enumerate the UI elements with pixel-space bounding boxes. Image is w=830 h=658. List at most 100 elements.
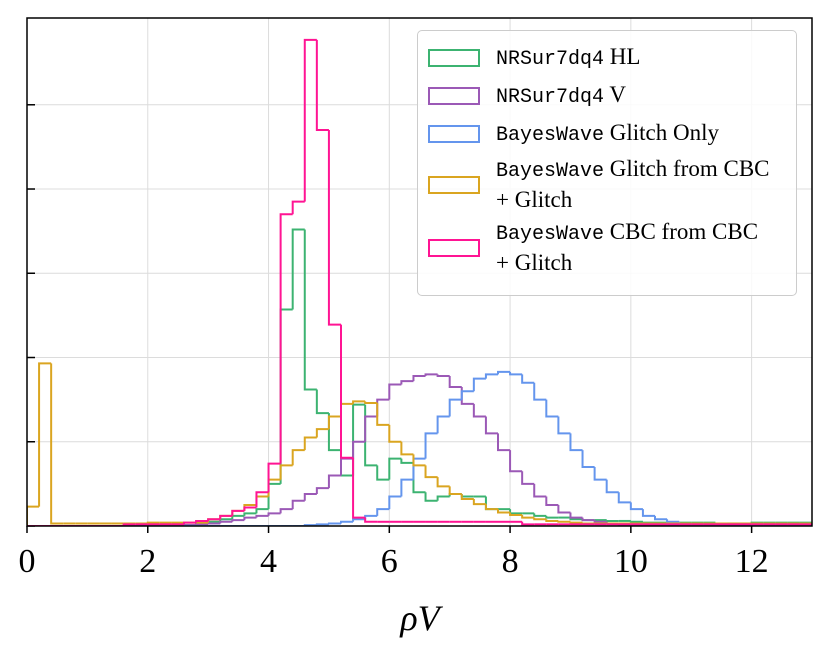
histogram-step [666,519,680,523]
histogram-step [364,415,378,442]
histogram-step [557,504,571,514]
histogram-step [641,509,655,517]
legend-item: BayesWave CBC from CBC + Glitch [428,218,786,277]
histogram-step [593,467,607,481]
x-tick-label: 8 [502,543,519,580]
histogram-step [364,401,378,405]
histogram-step [460,390,474,400]
histogram-step [533,517,547,521]
histogram-step [605,479,619,494]
histogram-step [364,404,378,467]
histogram-step [352,403,366,476]
series [27,370,812,526]
histogram-step [617,492,631,504]
histogram-step [376,403,390,426]
histogram-step [593,520,607,523]
legend-item: NRSur7dq4 V [428,79,786,113]
histogram-step [340,324,354,459]
histogram-step [195,519,209,523]
histogram-step [340,457,354,476]
histogram-step [315,389,329,415]
histogram-step [231,519,245,522]
legend: NRSur7dq4 HL NRSur7dq4 V BayesWave Glitch … [417,30,797,296]
histogram-step [183,521,197,525]
histogram-step [509,509,523,515]
histogram-step [27,505,40,526]
histogram-step [448,486,462,495]
histogram-step [255,495,269,505]
histogram-step [412,454,426,467]
histogram-step [376,465,390,481]
plot-frame [26,17,813,527]
x-tick-label: 4 [260,543,277,580]
histogram-step [424,432,438,459]
histogram-step [146,521,160,524]
histogram-step [267,482,281,510]
histogram-step [327,413,341,452]
histogram-step [340,520,354,524]
histogram-step [207,522,221,525]
histogram-step [472,377,486,392]
legend-label: BayesWave Glitch from CBC + Glitch [496,156,770,212]
histogram-step [412,457,426,480]
histogram-step [799,523,812,526]
histogram-step [448,398,462,417]
histogram-step [388,457,402,480]
histogram-step [472,403,486,418]
histogram-step [569,521,583,524]
histogram-step [195,523,209,526]
histogram-step [243,516,257,521]
histogram-step [303,436,317,451]
histogram-step [629,520,643,523]
histogram-step [303,492,317,501]
histogram-step [400,380,414,385]
histogram-step [315,428,329,438]
histogram-step [424,465,438,479]
histogram-step [364,514,378,520]
histogram-step [279,508,293,514]
histogram-step [400,478,414,497]
histogram-step [448,376,462,388]
histogram-step [388,383,402,400]
histogram-step [327,522,341,525]
histogram-step [50,363,64,525]
histogram-step [352,440,366,459]
histogram-step [219,514,233,520]
histogram-step [472,499,486,506]
histogram-step [327,415,341,430]
histogram-step [497,433,511,452]
histogram-step [436,374,450,378]
histogram-step [340,450,354,477]
histogram-step [38,362,52,507]
histogram-step [303,38,317,202]
series [27,362,812,526]
x-tick-label: 12 [735,543,769,580]
series [27,373,812,526]
legend-swatch [428,49,480,67]
histogram-step [436,495,450,501]
histogram-step [569,433,583,452]
histogram-step [267,512,281,516]
histogram-step [364,517,378,523]
histogram-step [509,371,523,376]
x-tick-label: 0 [19,543,36,580]
histogram-step [255,514,269,518]
histogram-step [279,464,293,480]
histogram-step [400,441,414,456]
histogram-step [484,496,498,511]
histogram-step [436,477,450,488]
histogram-step [279,213,293,464]
histogram-step [412,375,426,382]
histogram-step [376,508,390,516]
histogram-step [545,515,559,519]
histogram-step [315,523,329,526]
histogram-step [303,229,317,391]
legend-label: BayesWave CBC from CBC + Glitch [496,219,759,275]
x-axis-label: ρV [399,598,443,638]
histogram-step [424,373,438,377]
histogram-step [509,450,523,473]
histogram-step [315,487,329,494]
histogram-step [545,399,559,418]
histogram-step [412,462,426,494]
